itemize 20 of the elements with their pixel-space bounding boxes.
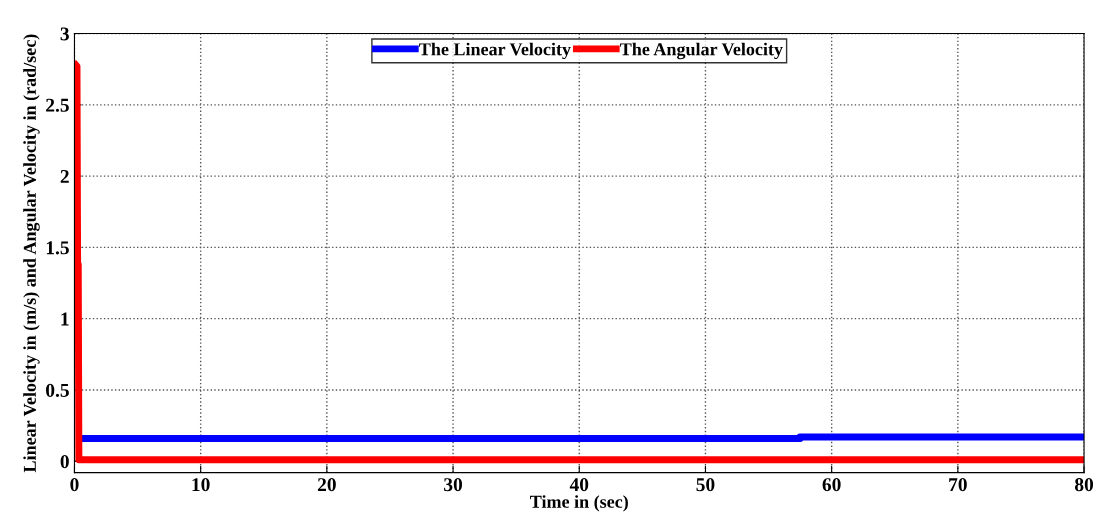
y-tick-label: 1	[61, 312, 69, 326]
y-axis-title: Linear Velocity in (m/s) and Angular Velocity in (rad/sec)	[23, 34, 40, 473]
x-tick-label: 50	[696, 478, 715, 492]
x-tick-label: 40	[569, 478, 589, 492]
y-tick-label: 1.5	[46, 241, 69, 255]
x-tick-label: 80	[1074, 478, 1094, 492]
x-tick-label: 0	[70, 478, 79, 492]
legend-label: The Angular Velocity	[620, 42, 783, 60]
x-tick-label: 20	[317, 478, 336, 492]
y-tick-label: 0	[60, 455, 69, 469]
y-tick-label: 0.5	[46, 383, 69, 397]
y-tick-label: 2.5	[46, 98, 69, 112]
x-axis-title: Time in (sec)	[530, 495, 628, 512]
x-tick-label: 60	[822, 478, 841, 492]
x-tick-label: 10	[192, 478, 210, 492]
y-tick-label: 3	[60, 27, 69, 41]
y-tick-label: 2	[60, 169, 69, 183]
legend-label: The Linear Velocity	[419, 42, 571, 60]
x-tick-label: 30	[444, 478, 463, 492]
x-tick-label: 70	[949, 478, 967, 492]
